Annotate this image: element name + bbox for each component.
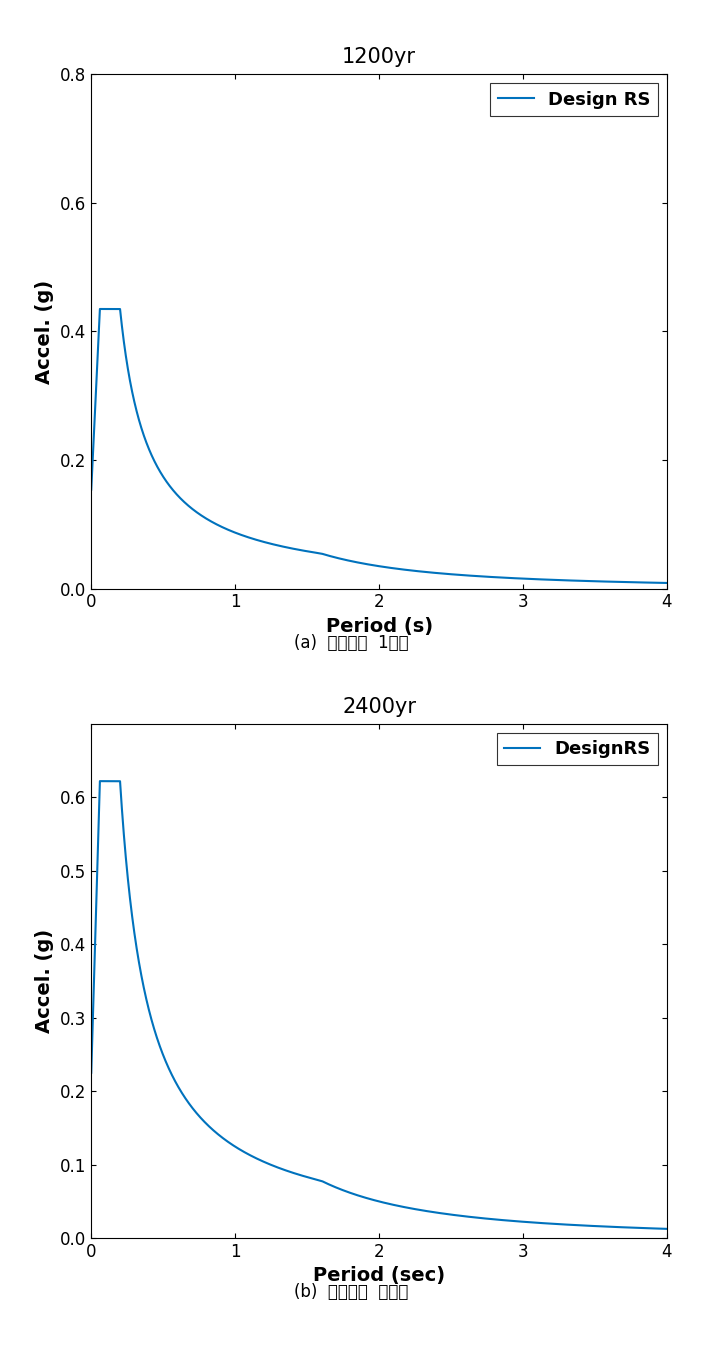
Legend: Design RS: Design RS [491,84,658,116]
Design RS [663,575,671,591]
Design RS [95,300,104,317]
Y-axis label: Accel. (g): Accel. (g) [36,930,55,1032]
Design RS [432,566,441,582]
Design RS [560,572,569,589]
DesignRS [192,1104,200,1120]
Design RS [192,503,200,520]
Title: 2400yr: 2400yr [342,697,416,717]
DesignRS [517,1214,525,1230]
Y-axis label: Accel. (g): Accel. (g) [36,280,55,383]
DesignRS [560,1216,569,1233]
Line: Design RS: Design RS [91,308,667,583]
Legend: DesignRS: DesignRS [496,733,658,766]
DesignRS [95,773,104,789]
Text: (a)  붕괴방지  1등급: (a) 붕괴방지 1등급 [293,633,409,652]
DesignRS [461,1208,470,1224]
Design RS [461,567,470,583]
DesignRS [307,1170,315,1187]
DesignRS [432,1204,441,1220]
Design RS [517,571,525,587]
DesignRS [663,1220,671,1237]
Design RS [87,482,95,498]
Design RS [307,544,315,560]
DesignRS [87,1065,95,1081]
Line: DesignRS: DesignRS [91,781,667,1229]
X-axis label: Period (sec): Period (sec) [313,1266,445,1285]
Title: 1200yr: 1200yr [342,47,416,68]
X-axis label: Period (s): Period (s) [326,617,432,636]
Text: (b)  붕괴방지  특등급: (b) 붕괴방지 특등급 [294,1283,408,1302]
